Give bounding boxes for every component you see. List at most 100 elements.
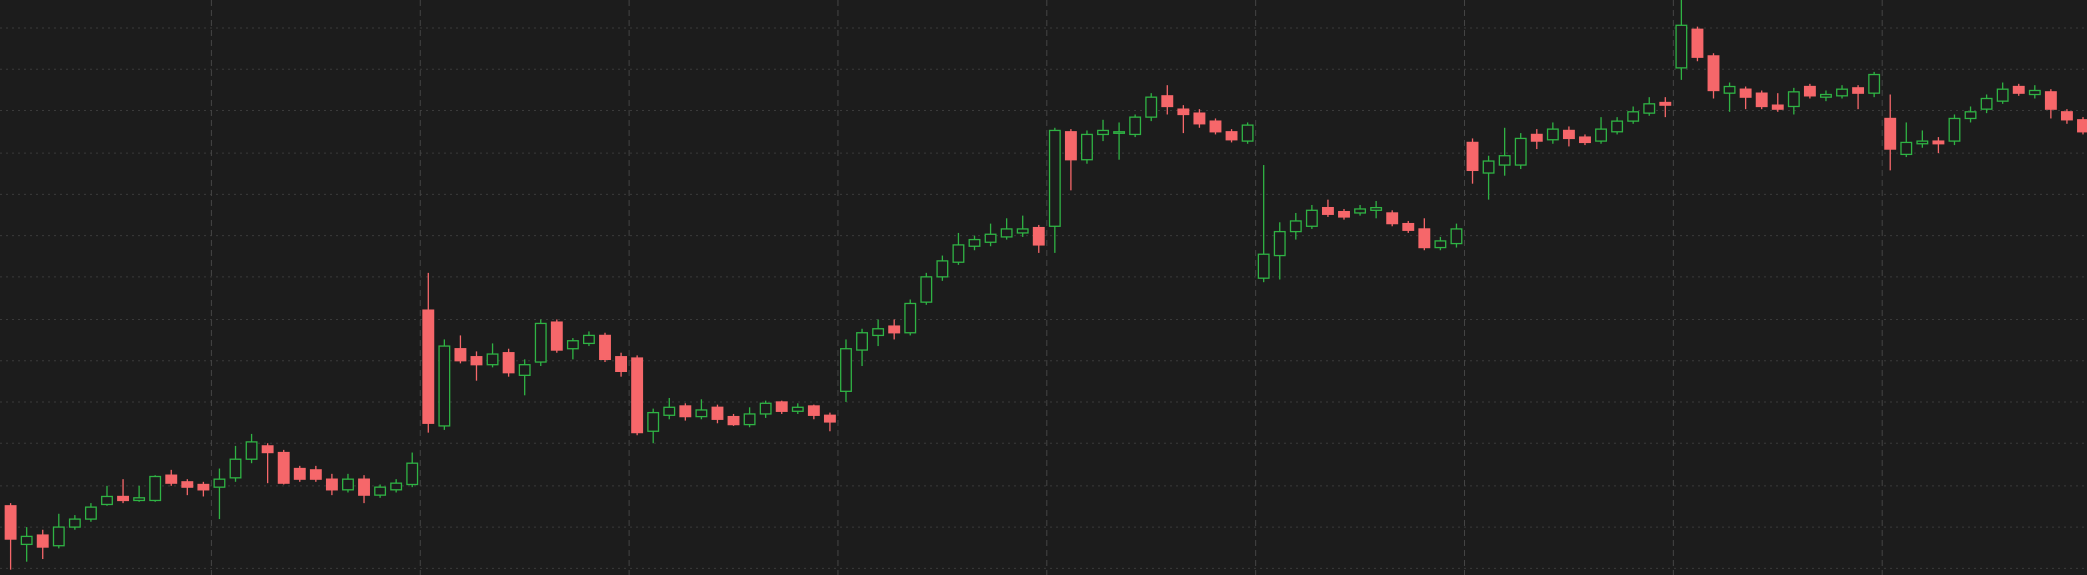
candle-body: [1257, 253, 1270, 279]
candle-body: [1643, 103, 1656, 114]
candle-body: [936, 260, 949, 278]
candle-body: [1916, 140, 1929, 145]
candle-body: [422, 309, 435, 424]
candle-body: [229, 458, 242, 479]
candle-body: [438, 345, 451, 427]
candle-body: [1145, 96, 1158, 118]
candle-body: [1466, 141, 1479, 172]
candle-body: [952, 244, 965, 263]
candle-body: [872, 328, 885, 337]
candle-body: [52, 526, 65, 547]
candle-body: [1193, 112, 1206, 125]
candle-body: [599, 334, 611, 361]
candle-body: [454, 348, 467, 362]
candle-body: [1723, 85, 1736, 94]
candle-body: [1386, 212, 1399, 225]
candle-body: [1771, 104, 1784, 110]
candle-body: [1225, 131, 1238, 141]
candle-body: [117, 495, 130, 502]
candle-body: [1803, 85, 1816, 97]
candle-body: [1787, 91, 1800, 108]
candle-body: [502, 352, 515, 374]
candle-body: [1627, 111, 1640, 122]
candle-body: [904, 302, 917, 334]
candle-body: [1611, 120, 1624, 133]
candle-body: [711, 406, 724, 420]
candle-body: [1948, 117, 1961, 142]
candle-body: [165, 474, 178, 484]
candle-body: [1032, 226, 1045, 246]
candle-body: [1900, 141, 1913, 156]
candle-body: [920, 276, 933, 303]
candle-body: [1450, 228, 1463, 245]
candle-body: [1996, 88, 2009, 102]
candle-body: [1562, 129, 1575, 140]
candle-body: [149, 475, 162, 502]
candle-body: [2028, 89, 2041, 96]
candle-body: [245, 441, 258, 460]
candle-body: [1659, 101, 1672, 106]
candle-body: [1177, 108, 1190, 116]
candle-body: [2012, 85, 2025, 94]
candle-body: [213, 478, 226, 488]
candle-body: [1546, 128, 1559, 141]
candle-body: [1868, 73, 1881, 94]
candle-body: [566, 340, 579, 350]
candle-body: [743, 413, 756, 426]
candle-body: [1048, 129, 1061, 227]
candle-body: [663, 406, 676, 416]
candle-body: [647, 411, 660, 432]
candle-body: [1321, 206, 1334, 215]
candle-body: [1016, 228, 1029, 234]
candle-body: [1081, 133, 1093, 161]
candle-body: [101, 495, 113, 506]
candle-body: [406, 462, 419, 486]
candle-body: [679, 405, 692, 418]
candle-body: [1354, 208, 1367, 214]
candle-body: [1514, 137, 1527, 166]
candle-body: [582, 334, 595, 345]
candle-body: [695, 409, 708, 418]
candle-body: [1305, 209, 1318, 227]
candle-body: [1755, 92, 1768, 108]
candle-body: [727, 415, 740, 426]
candle-body: [1884, 117, 1897, 150]
candle-body: [1675, 24, 1688, 69]
candle-body: [133, 497, 146, 502]
candle-body: [20, 535, 33, 546]
candle-body: [1964, 111, 1977, 120]
candle-body: [791, 406, 804, 412]
candle-body: [550, 321, 563, 351]
candle-body: [486, 353, 499, 366]
candle-body: [1498, 155, 1511, 166]
candle-body: [1434, 240, 1447, 249]
candle-body: [325, 478, 338, 491]
candle-body: [68, 518, 81, 528]
candle-body: [1097, 129, 1109, 136]
candle-body: [534, 322, 547, 363]
candle-body: [888, 325, 901, 334]
candle-body: [197, 483, 210, 491]
candle-body: [1739, 88, 1752, 98]
candle-body: [1402, 222, 1415, 231]
candle-body: [631, 357, 644, 434]
candle-body: [1707, 55, 1720, 92]
candle-body: [856, 332, 869, 351]
candle-body: [1852, 87, 1865, 94]
candle-body: [1820, 93, 1832, 98]
candle-body: [309, 469, 322, 480]
candle-body: [840, 348, 852, 392]
candle-body: [1980, 97, 1993, 110]
candle-body: [4, 505, 17, 540]
candle-body: [807, 405, 820, 416]
candle-body: [2077, 119, 2087, 133]
candle-body: [181, 481, 194, 488]
candle-body: [1338, 210, 1350, 218]
candle-body: [374, 486, 387, 496]
candle-body: [1129, 116, 1142, 136]
candle-body: [1209, 120, 1222, 133]
candle-body: [342, 478, 354, 491]
candle-body: [615, 356, 628, 373]
candle-body: [1273, 230, 1286, 257]
